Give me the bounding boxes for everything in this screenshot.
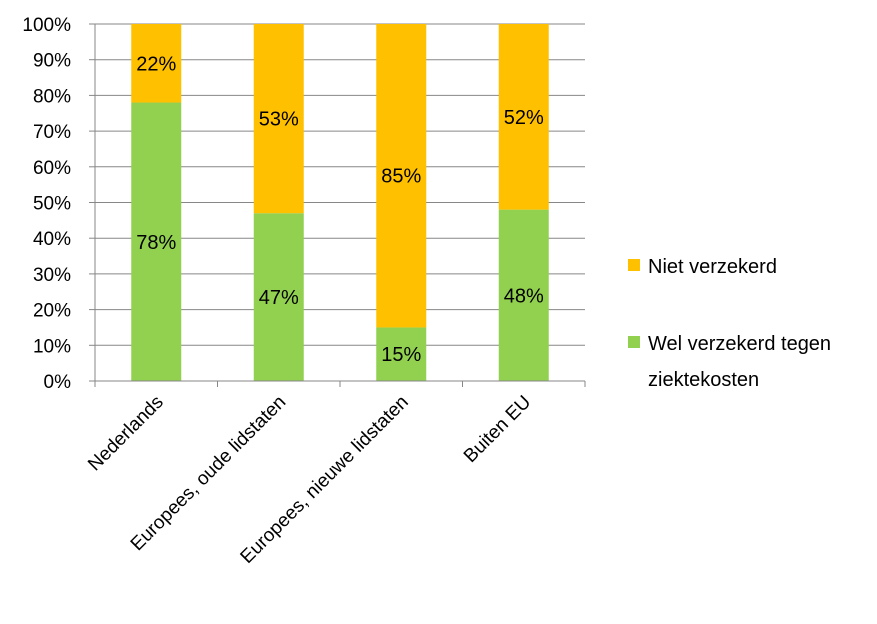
y-tick-label: 80% — [33, 86, 71, 107]
legend: Niet verzekerd Wel verzekerd tegen ziektek… — [628, 256, 831, 391]
data-labels: 78% 22% 47% 53% 15% 85% 48% 52% — [136, 53, 544, 366]
data-label: 78% — [136, 232, 176, 254]
legend-label: Wel verzekerd tegen — [648, 333, 831, 355]
legend-label: Niet verzekerd — [648, 256, 777, 278]
bar-segment — [498, 209, 549, 381]
x-category-label: Nederlands — [84, 392, 168, 476]
data-label: 85% — [381, 166, 421, 188]
axes — [89, 23, 586, 387]
y-tick-label: 40% — [33, 229, 71, 250]
data-label: 47% — [259, 287, 299, 309]
bar-segment — [498, 24, 549, 210]
y-tick-label: 100% — [22, 15, 71, 36]
data-label: 22% — [136, 53, 176, 75]
y-tick-label: 30% — [33, 265, 71, 286]
y-tick-labels: 0% 10% 20% 30% 40% 50% 60% 70% 80% 90% 100% — [22, 15, 71, 393]
y-tick-label: 0% — [44, 372, 72, 393]
y-tick-label: 60% — [33, 158, 71, 179]
data-label: 48% — [504, 285, 544, 307]
bar-segment — [253, 24, 304, 214]
legend-swatch — [628, 336, 640, 348]
x-category-label: Buiten EU — [460, 392, 535, 467]
data-label: 52% — [504, 107, 544, 129]
bar-segment — [376, 24, 427, 328]
bar-segment — [253, 213, 304, 381]
legend-swatch — [628, 259, 640, 271]
y-tick-label: 10% — [33, 336, 71, 357]
legend-label: ziektekosten — [648, 369, 759, 391]
bar-segment — [376, 327, 427, 381]
y-tick-label: 50% — [33, 194, 71, 215]
bar-segment — [131, 24, 182, 103]
data-label: 15% — [381, 344, 421, 366]
y-tick-label: 90% — [33, 51, 71, 72]
data-label: 53% — [259, 109, 299, 131]
y-tick-label: 20% — [33, 301, 71, 322]
bar-segment — [131, 102, 182, 381]
bars — [131, 24, 549, 381]
y-tick-label: 70% — [33, 122, 71, 143]
